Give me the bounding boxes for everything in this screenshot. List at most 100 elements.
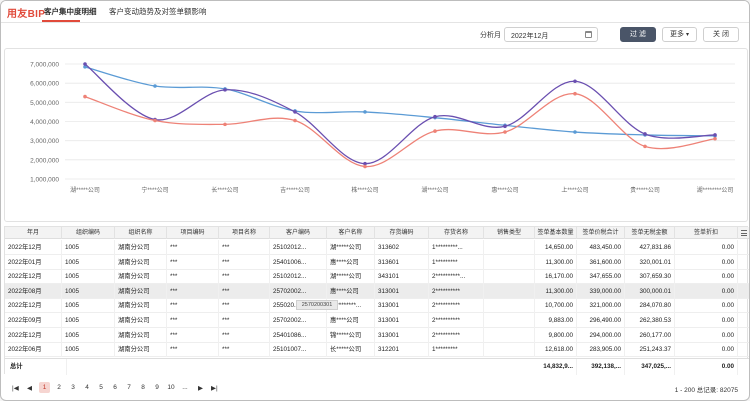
brand-logo: 用友BIP (7, 9, 46, 20)
y-tick-label: 5,000,000 (30, 100, 59, 107)
table-cell: *** (167, 254, 219, 270)
table-cell: 313001 (375, 283, 429, 299)
page-number[interactable]: 8 (141, 384, 145, 391)
table-cell: 321,000.00 (577, 298, 625, 314)
next-page-icon[interactable]: ▶ (198, 385, 203, 392)
x-tick-label: 长****公司 (211, 186, 238, 194)
table-cell: *** (167, 313, 219, 328)
table-row[interactable]: 2022年08月 1005 湖南分公司 *** *** 25702002... 惠****公… (5, 283, 749, 299)
column-header[interactable]: 年月 (5, 227, 62, 239)
period-label: 分析月 (480, 32, 501, 39)
table-cell: 1005 (62, 240, 115, 255)
table-row[interactable]: 2022年12月 1005 湖南分公司 *** *** 255020... 湖*******… (5, 298, 749, 314)
column-header[interactable]: 组织编码 (62, 227, 115, 239)
filter-button[interactable]: 过 滤 (620, 27, 656, 42)
series-line (84, 66, 716, 137)
y-tick-label: 6,000,000 (30, 81, 59, 88)
data-point (223, 88, 227, 92)
column-header[interactable]: 项目名称 (219, 227, 270, 239)
table-row[interactable]: 2022年09月 1005 湖南分公司 *** *** 25702002... 惠****公… (5, 313, 749, 328)
period-picker[interactable]: 2022年12月 (504, 27, 598, 42)
table-cell: *** (219, 283, 270, 299)
table-cell: 0.00 (675, 298, 738, 314)
page-number[interactable]: 4 (85, 384, 89, 391)
table-cell: 惠****公司 (327, 313, 375, 328)
table-cell (484, 269, 535, 285)
table-cell: 0.00 (675, 269, 738, 285)
table-cell: 2********** (429, 327, 484, 343)
table-cell: 锦*****公司 (327, 327, 375, 343)
table-cell: *** (167, 298, 219, 314)
total-cell: 392,138,... (577, 359, 625, 375)
customer-line-chart: 7,000,000 6,000,000 5,000,000 4,000,000 3,00… (4, 48, 748, 222)
table-cell: 2022年06月 (5, 342, 62, 358)
column-menu-icon[interactable] (741, 230, 747, 236)
table-row[interactable]: 2022年01月 1005 湖南分公司 *** *** 25401006... 惠****公… (5, 254, 749, 270)
table-cell: *** (219, 327, 270, 343)
page-number[interactable]: 6 (113, 384, 117, 391)
column-header[interactable]: 项目编码 (167, 227, 219, 239)
table-cell (484, 240, 535, 255)
table-cell: 339,000.00 (577, 283, 625, 299)
x-tick-label: 湖********公司 (697, 186, 734, 194)
close-button[interactable]: 关 闭 (703, 27, 739, 42)
page-number[interactable]: 3 (71, 384, 75, 391)
table-row[interactable]: 2022年12月 1005 湖南分公司 *** *** 25102012... 湖*****… (5, 240, 749, 255)
column-header[interactable]: 签单价税合计 (577, 227, 625, 239)
table-cell: 10,700.00 (535, 298, 577, 314)
table-row[interactable]: 2022年12月 1005 湖南分公司 *** *** 25401086... 锦*****… (5, 327, 749, 343)
table-cell: 11,300.00 (535, 254, 577, 270)
first-page-icon[interactable]: |◀ (12, 385, 19, 392)
data-point (223, 122, 227, 127)
column-header[interactable]: 存货名称 (429, 227, 484, 239)
table-cell: 2**********... (429, 269, 484, 285)
column-header[interactable]: 签单基本数量 (535, 227, 577, 239)
calendar-icon[interactable] (585, 31, 592, 38)
page-number[interactable]: 1 (39, 382, 50, 393)
page-number[interactable]: 7 (127, 384, 131, 391)
page-number[interactable]: ... (182, 384, 188, 391)
chevron-down-icon: ▾ (685, 32, 689, 38)
prev-page-icon[interactable]: ◀ (27, 385, 32, 392)
last-page-icon[interactable]: ▶| (211, 385, 218, 392)
y-tick-label: 2,000,000 (30, 157, 59, 164)
column-header[interactable]: 签单折扣 (675, 227, 738, 239)
table-row[interactable]: 2022年06月 1005 湖南分公司 *** *** 25101007... 长*****… (5, 342, 749, 358)
table-cell: 361,600.00 (577, 254, 625, 270)
table-cell: 9,800.00 (535, 327, 577, 343)
column-header[interactable]: 销售类型 (484, 227, 535, 239)
page-number[interactable]: 2 (57, 384, 61, 391)
page-number[interactable]: 9 (155, 384, 159, 391)
column-header[interactable]: 客户名称 (327, 227, 375, 239)
table-cell: 300,000.01 (625, 283, 675, 299)
table-row[interactable]: 2022年12月 1005 湖南分公司 *** *** 25102012... 湖*****… (5, 269, 749, 285)
page-number[interactable]: 5 (99, 384, 103, 391)
table-cell: 2022年09月 (5, 313, 62, 328)
table-cell: *** (219, 342, 270, 358)
active-tab-indicator (42, 20, 80, 22)
table-cell: 11,300.00 (535, 283, 577, 299)
tab-customer-trend[interactable]: 客户变动趋势及对签单额影响 (109, 7, 207, 16)
table-cell: 313601 (375, 254, 429, 270)
page-number[interactable]: 10 (167, 384, 175, 391)
column-header[interactable]: 组织名称 (115, 227, 167, 239)
table-cell: *** (167, 342, 219, 358)
x-tick-label: 株****公司 (351, 186, 378, 194)
more-button[interactable]: 更多 ▾ (662, 27, 697, 42)
column-header[interactable]: 签单无税金额 (625, 227, 675, 239)
table-cell: 283,905.00 (577, 342, 625, 358)
table-cell: *** (167, 327, 219, 343)
column-header[interactable]: 存货编码 (375, 227, 429, 239)
total-cell: 14,832,9... (535, 359, 577, 375)
column-header[interactable]: 客户编码 (270, 227, 327, 239)
data-point (433, 129, 437, 133)
table-cell: 湖*****公司 (327, 269, 375, 285)
table-cell: 2022年08月 (5, 283, 62, 299)
table-cell (484, 298, 535, 314)
table-cell: 0.00 (675, 254, 738, 270)
data-point (503, 124, 507, 129)
tab-customer-concentration[interactable]: 客户集中度明细 (44, 7, 97, 16)
table-cell: *** (167, 269, 219, 285)
data-point (573, 130, 577, 134)
data-point (573, 79, 577, 84)
